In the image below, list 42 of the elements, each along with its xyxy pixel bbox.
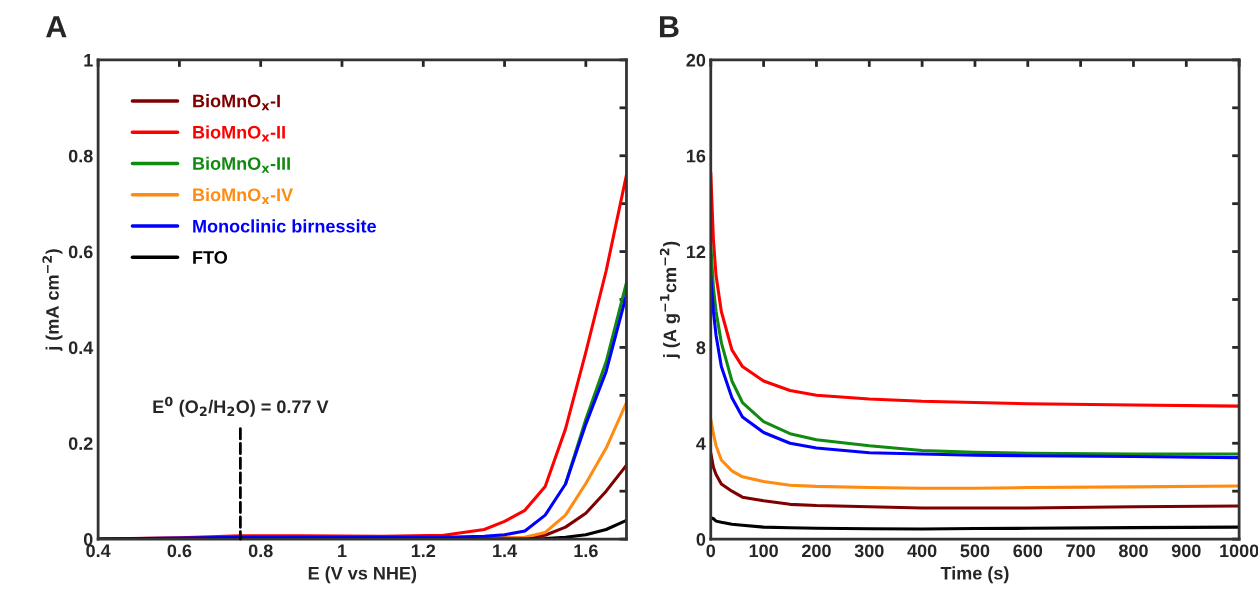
x-tick-label: 1 bbox=[338, 544, 347, 558]
y-axis-title: j (A g$^{−1}$cm$^{−2}$) bbox=[659, 241, 680, 359]
x-tick-label: 1000 bbox=[1220, 544, 1258, 558]
x-tick-label: 0.6 bbox=[167, 544, 192, 558]
x-tick-label: 1.4 bbox=[493, 544, 518, 558]
y-tick-label: 0.8 bbox=[68, 149, 93, 163]
y-tick-label: 20 bbox=[686, 53, 706, 67]
x-tick-label: 1.6 bbox=[574, 544, 598, 558]
y-tick-label: 16 bbox=[686, 149, 706, 163]
legend-label: FTO bbox=[193, 251, 228, 264]
x-tick-label: 700 bbox=[1066, 544, 1095, 558]
y-tick-label: 4 bbox=[696, 437, 706, 450]
y-tick-label: 8 bbox=[696, 341, 706, 355]
annotation: E$^{0}$ (O$_{2}$/H$_{2}$O) = 0.77 V bbox=[153, 396, 329, 417]
x-tick-label: 900 bbox=[1171, 544, 1201, 558]
y-tick-label: 12 bbox=[686, 245, 706, 259]
x-tick-label: 400 bbox=[907, 544, 937, 558]
x-axis-title: Time (s) bbox=[940, 566, 1009, 584]
legend-label: BioMnO$_{x}$-I bbox=[193, 94, 280, 111]
y-tick-label: 0.2 bbox=[68, 437, 93, 450]
x-axis-title: E (V vs NHE) bbox=[308, 566, 417, 584]
y-tick-label: 1 bbox=[84, 54, 93, 67]
y-tick-label: 0 bbox=[696, 533, 706, 546]
x-tick-label: 600 bbox=[1013, 544, 1043, 558]
x-tick-label: 0.8 bbox=[248, 544, 273, 558]
legend-label: Monoclinic birnessite bbox=[193, 219, 376, 233]
y-tick-label: 0 bbox=[83, 533, 93, 546]
x-tick-label: 100 bbox=[749, 544, 778, 558]
y-tick-label: 0.6 bbox=[68, 245, 93, 259]
x-tick-label: 1.2 bbox=[411, 544, 436, 558]
x-tick-label: 200 bbox=[802, 544, 831, 558]
x-tick-label: 500 bbox=[960, 544, 990, 558]
legend-label: BioMnO$_{x}$-II bbox=[193, 125, 285, 142]
chart-title: B bbox=[659, 16, 679, 38]
x-tick-label: 0 bbox=[706, 544, 716, 558]
y-tick-label: 0.4 bbox=[68, 341, 94, 355]
chart-title: A bbox=[46, 16, 67, 38]
x-tick-label: 300 bbox=[854, 544, 884, 558]
legend-label: BioMnO$_{x}$-IV bbox=[193, 187, 293, 204]
legend-label: BioMnO$_{x}$-III bbox=[193, 156, 290, 173]
x-tick-label: 800 bbox=[1118, 544, 1148, 558]
y-axis-title: j (mA cm$^{−2}$) bbox=[42, 249, 63, 351]
